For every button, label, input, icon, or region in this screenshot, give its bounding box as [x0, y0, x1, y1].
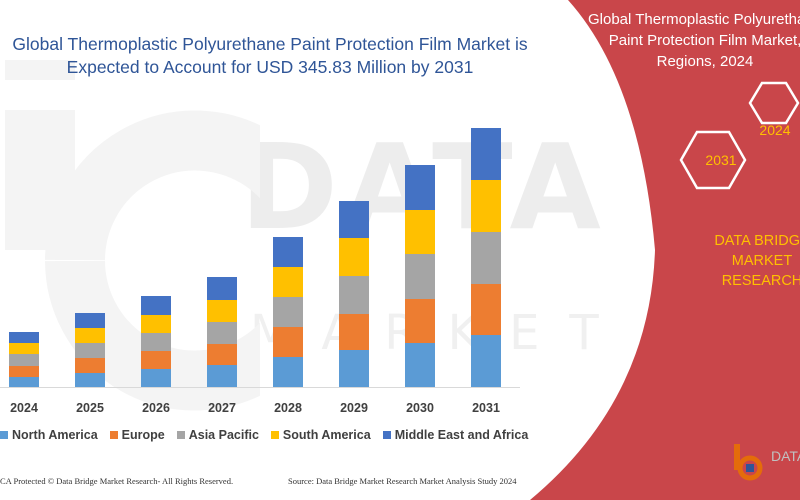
panel-title: Global Thermoplastic Polyurethane Paint …	[587, 11, 800, 70]
legend-label: Europe	[121, 428, 165, 442]
x-tick-label: 2031	[472, 401, 500, 415]
bar-segment-2031-0	[471, 335, 501, 387]
bar-segment-2028-4	[273, 237, 303, 267]
legend-label: North America	[12, 428, 98, 442]
legend-swatch	[382, 431, 391, 439]
legend-item-europe: Europe	[109, 428, 165, 442]
bar-segment-2030-3	[405, 210, 435, 254]
legend-swatch	[270, 431, 279, 439]
bar-segment-2025-2	[75, 343, 105, 358]
bar-segment-2024-2	[9, 354, 39, 366]
footer-source: Source: Data Bridge Market Research Mark…	[288, 476, 517, 486]
bar-segment-2031-4	[471, 128, 501, 180]
stacked-bar-chart: 2024 2025 2026 2027 2028 2029 2030 2031	[0, 128, 520, 415]
legend-item-north-america: North America	[0, 428, 98, 442]
badge-year-2031: 2031	[705, 152, 736, 168]
bar-segment-2029-4	[339, 201, 369, 238]
bar-segment-2029-3	[339, 238, 369, 276]
bar-segment-2025-0	[75, 373, 105, 387]
bar-segment-2031-1	[471, 284, 501, 335]
x-tick-label: 2024	[10, 401, 38, 415]
bar-segment-2029-1	[339, 314, 369, 350]
badge-year-2024: 2024	[759, 122, 790, 138]
bar-segment-2025-3	[75, 328, 105, 343]
footer-copyright: CA Protected © Data Bridge Market Resear…	[0, 476, 234, 486]
chart-legend: North America Europe Asia Pacific South …	[0, 428, 540, 442]
legend-label: Middle East and Africa	[394, 428, 529, 442]
bar-segment-2029-0	[339, 350, 369, 387]
hexagon-badge-2031	[679, 130, 747, 190]
legend-label: Asia Pacific	[188, 428, 259, 442]
x-tick-label: 2025	[76, 401, 104, 415]
bar-segment-2027-3	[207, 300, 237, 322]
legend-swatch	[109, 431, 118, 439]
legend-item-middle-east-africa: Middle East and Africa	[382, 428, 529, 442]
footer-logo-icon	[734, 444, 763, 481]
bar-segment-2024-1	[9, 366, 39, 377]
x-tick-label: 2029	[340, 401, 368, 415]
x-tick-label: 2026	[142, 401, 170, 415]
bar-segment-2031-3	[471, 180, 501, 232]
bar-segment-2031-2	[471, 232, 501, 284]
x-tick-label: 2028	[274, 401, 302, 415]
bar-segment-2024-0	[9, 377, 39, 387]
hexagon-badge-2024	[748, 81, 800, 125]
bar-segment-2028-2	[273, 297, 303, 327]
bar-segment-2027-2	[207, 322, 237, 344]
legend-item-south-america: South America	[270, 428, 371, 442]
panel-background	[530, 0, 800, 500]
watermark-logo	[5, 60, 260, 411]
bar-segment-2030-2	[405, 254, 435, 299]
bar-segment-2027-0	[207, 365, 237, 387]
bar-segment-2027-1	[207, 344, 237, 365]
bar-segment-2030-4	[405, 165, 435, 210]
legend-swatch	[0, 431, 8, 439]
bar-segment-2024-3	[9, 343, 39, 354]
x-tick-label: 2030	[406, 401, 434, 415]
bar-segment-2028-3	[273, 267, 303, 297]
legend-label: South America	[282, 428, 371, 442]
legend-item-asia-pacific: Asia Pacific	[176, 428, 259, 442]
panel-brand: DATA BRIDGE MARKET RESEARCH	[714, 233, 800, 289]
bar-segment-2024-4	[9, 332, 39, 343]
chart-title: Global Thermoplastic Polyurethane Paint …	[12, 34, 528, 77]
bar-segment-2030-1	[405, 299, 435, 343]
x-tick-label: 2027	[208, 401, 236, 415]
bar-segment-2026-1	[141, 351, 171, 369]
bar-segment-2027-4	[207, 277, 237, 300]
bar-segment-2026-2	[141, 333, 171, 351]
bar-segment-2026-4	[141, 296, 171, 315]
bar-segment-2028-0	[273, 357, 303, 387]
bar-segment-2026-3	[141, 315, 171, 333]
bar-segment-2028-1	[273, 327, 303, 357]
legend-swatch	[176, 431, 185, 439]
bar-segment-2029-2	[339, 276, 369, 314]
footer-logo-text: DATA	[771, 448, 800, 464]
bar-segment-2025-4	[75, 313, 105, 328]
bar-segment-2030-0	[405, 343, 435, 387]
bar-segment-2026-0	[141, 369, 171, 387]
bar-segment-2025-1	[75, 358, 105, 373]
